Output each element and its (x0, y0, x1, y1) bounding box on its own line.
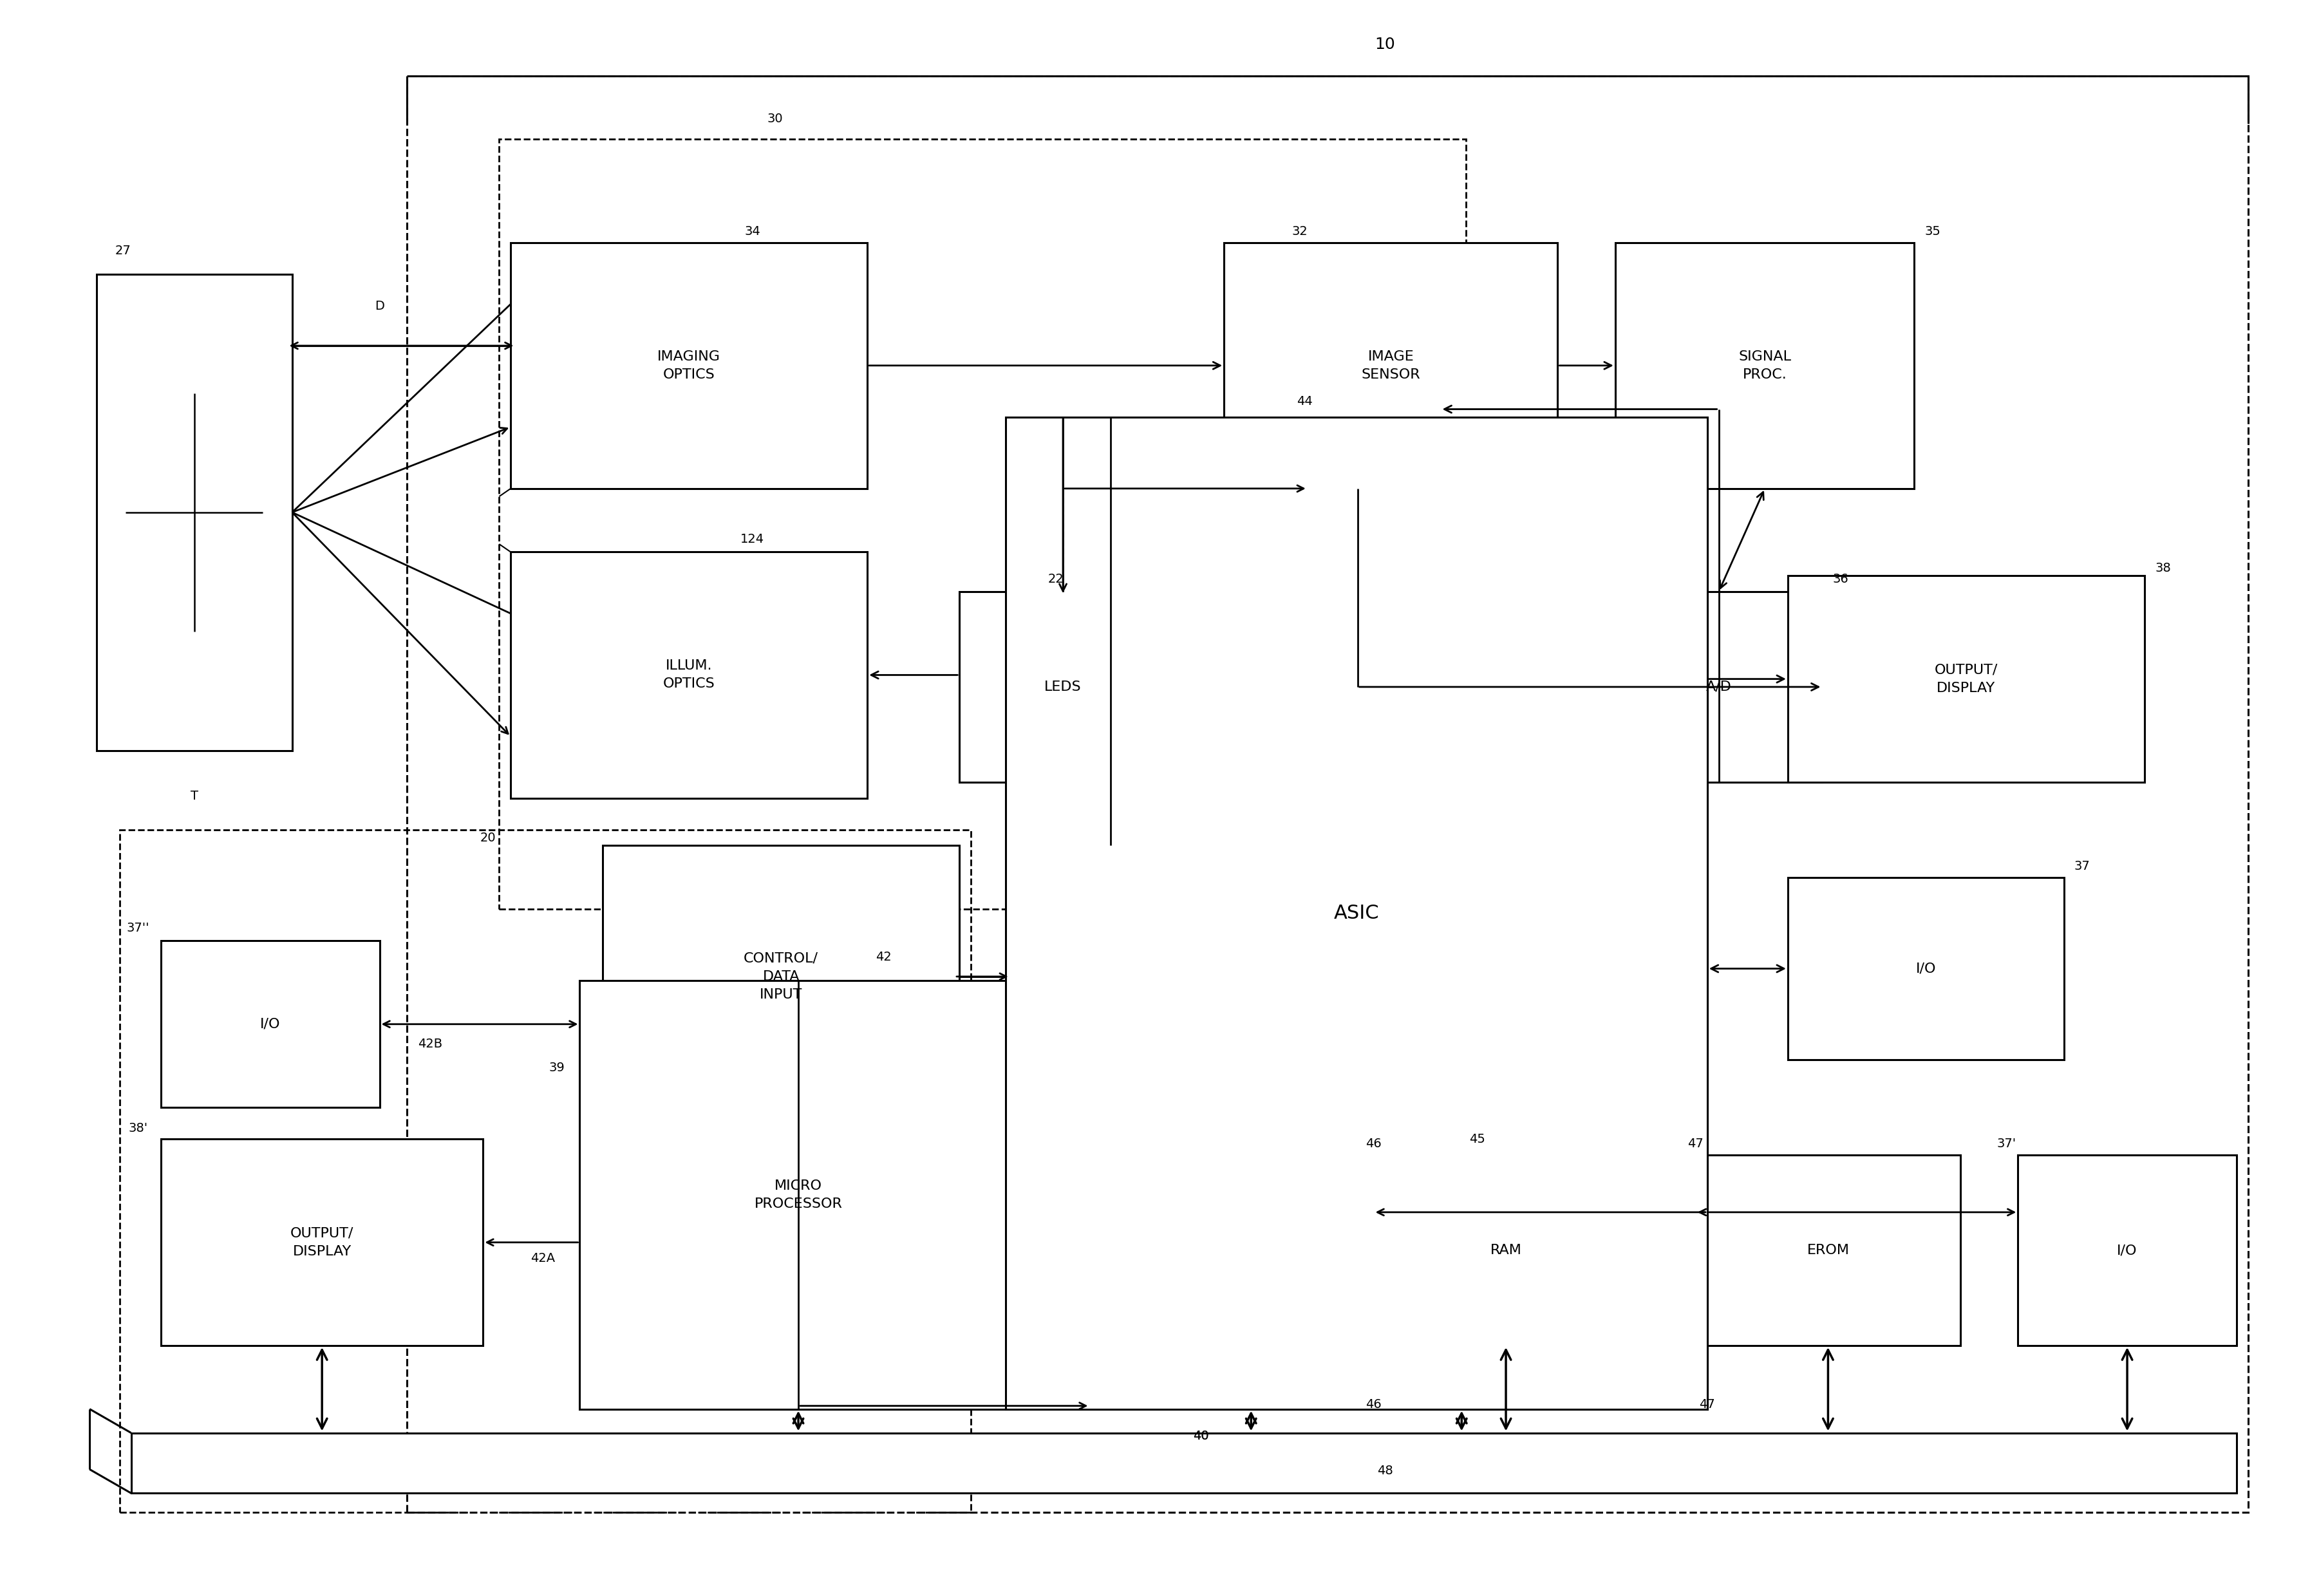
Bar (580, 980, 1016, 1409)
Text: T: T (189, 790, 199, 803)
Text: 34: 34 (744, 225, 760, 238)
Text: 124: 124 (742, 533, 765, 546)
Text: MICRO
PROCESSOR: MICRO PROCESSOR (755, 1179, 843, 1210)
Bar (2019, 1156, 2236, 1345)
Text: 40: 40 (1192, 1430, 1208, 1443)
Text: CONTROL/
DATA
INPUT: CONTROL/ DATA INPUT (744, 953, 818, 1001)
Text: I/O: I/O (2116, 1243, 2137, 1256)
Text: 47: 47 (1689, 1138, 1705, 1151)
Bar (97, 275, 291, 750)
Bar (511, 552, 866, 798)
Text: D: D (374, 300, 383, 313)
Text: 32: 32 (1291, 225, 1307, 238)
Text: 27: 27 (116, 244, 132, 257)
Bar (511, 243, 866, 488)
Bar (162, 1140, 483, 1345)
Text: 10: 10 (1374, 37, 1395, 53)
Text: 42B: 42B (418, 1037, 444, 1050)
Text: 37'': 37'' (127, 922, 150, 934)
Bar (959, 592, 1167, 782)
Bar (162, 940, 379, 1108)
Text: IMAGING
OPTICS: IMAGING OPTICS (658, 350, 721, 381)
Bar (132, 1433, 2236, 1494)
Text: ILLUM.
OPTICS: ILLUM. OPTICS (663, 659, 716, 691)
Text: 42: 42 (875, 951, 892, 962)
Text: 20: 20 (480, 832, 497, 844)
Text: 37: 37 (2074, 860, 2091, 873)
Text: 48: 48 (1377, 1465, 1393, 1476)
Text: IMAGE
SENSOR: IMAGE SENSOR (1361, 350, 1421, 381)
Text: OUTPUT/
DISPLAY: OUTPUT/ DISPLAY (1933, 664, 1998, 694)
Bar (407, 77, 2248, 1511)
Text: RAM: RAM (1490, 1243, 1522, 1256)
Text: 46: 46 (1365, 1138, 1381, 1151)
Text: EROM: EROM (1806, 1243, 1850, 1256)
Text: LEDS: LEDS (1044, 680, 1081, 693)
Text: I/O: I/O (261, 1018, 280, 1031)
Text: 45: 45 (1469, 1133, 1485, 1146)
Text: SIGNAL
PROC.: SIGNAL PROC. (1739, 350, 1790, 381)
Bar (1615, 592, 1823, 782)
Text: 44: 44 (1296, 396, 1312, 407)
Text: A/D: A/D (1705, 680, 1732, 693)
Text: 39: 39 (550, 1061, 564, 1074)
Text: ASIC: ASIC (1333, 903, 1379, 922)
Text: I/O: I/O (1915, 962, 1936, 975)
Bar (1788, 878, 2063, 1060)
Bar (1374, 1156, 1638, 1345)
Text: 46: 46 (1365, 1398, 1381, 1411)
Text: 30: 30 (767, 113, 783, 124)
Text: 36: 36 (1832, 573, 1848, 586)
Text: 37': 37' (1996, 1138, 2017, 1151)
Bar (499, 139, 1465, 910)
Text: 47: 47 (1700, 1398, 1716, 1411)
Bar (603, 846, 959, 1108)
Bar (1615, 243, 1915, 488)
Bar (1224, 243, 1557, 488)
Text: 38': 38' (129, 1122, 148, 1135)
Text: 22: 22 (1049, 573, 1065, 586)
Bar (1788, 576, 2144, 782)
Text: 35: 35 (1924, 225, 1940, 238)
Text: OUTPUT/
DISPLAY: OUTPUT/ DISPLAY (291, 1227, 353, 1258)
Bar (120, 830, 970, 1511)
Bar (1005, 417, 1707, 1409)
Text: 38: 38 (2155, 562, 2171, 575)
Text: 42A: 42A (531, 1253, 554, 1264)
Bar (1696, 1156, 1961, 1345)
Text: 40: 40 (1192, 1430, 1208, 1443)
